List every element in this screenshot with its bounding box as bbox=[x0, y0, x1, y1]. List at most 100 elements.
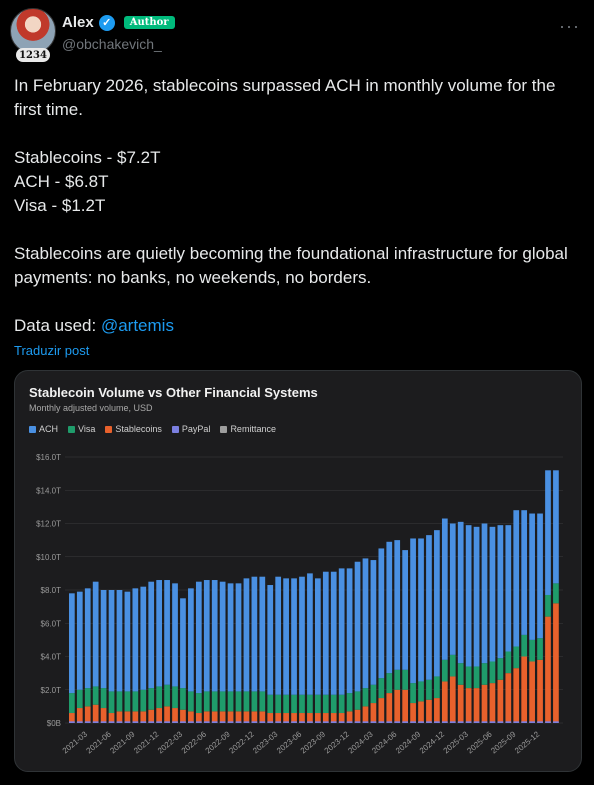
bar-ach bbox=[243, 578, 250, 692]
chart-card[interactable]: Stablecoin Volume vs Other Financial Sys… bbox=[14, 370, 582, 772]
bar-visa bbox=[426, 679, 432, 700]
bar-visa bbox=[378, 678, 385, 699]
bar-paypal bbox=[505, 721, 512, 723]
bar-paypal bbox=[124, 721, 131, 723]
bar-ach bbox=[529, 513, 535, 640]
bar-paypal bbox=[188, 721, 194, 723]
bar-visa bbox=[291, 694, 297, 714]
bar-visa bbox=[386, 673, 393, 694]
bar-visa bbox=[449, 654, 456, 677]
bar-stablecoins bbox=[307, 713, 313, 723]
legend-label: Remittance bbox=[230, 424, 276, 434]
x-tick-label: 2022-09 bbox=[204, 729, 233, 755]
bar-stablecoins bbox=[529, 661, 535, 723]
bar-ach bbox=[108, 590, 115, 692]
bar-paypal bbox=[267, 721, 274, 723]
bar-ach bbox=[116, 590, 123, 692]
author-handle[interactable]: @obchakevich_ bbox=[62, 36, 162, 52]
bar-stablecoins bbox=[315, 713, 321, 723]
legend-swatch bbox=[171, 425, 179, 433]
y-tick-label: $10.0T bbox=[36, 553, 61, 562]
bar-visa bbox=[362, 688, 369, 707]
bar-stablecoins bbox=[338, 713, 345, 723]
bar-stablecoins bbox=[251, 711, 258, 723]
bar-visa bbox=[132, 691, 139, 712]
bar-stablecoins bbox=[426, 699, 432, 723]
bar-ach bbox=[481, 523, 488, 664]
bar-paypal bbox=[283, 721, 289, 723]
more-options-icon[interactable]: ··· bbox=[559, 16, 580, 36]
author-name[interactable]: Alex bbox=[62, 14, 94, 31]
bar-stablecoins bbox=[243, 711, 250, 723]
bar-visa bbox=[164, 684, 170, 707]
bar-visa bbox=[465, 666, 472, 689]
bar-paypal bbox=[251, 721, 258, 723]
legend-item-remittance: Remittance bbox=[220, 424, 276, 434]
bar-visa bbox=[188, 691, 194, 712]
bar-ach bbox=[92, 581, 99, 687]
tweet-header: 1234 Alex ✓ Author @obchakevich_ ··· bbox=[10, 8, 584, 68]
bar-ach bbox=[275, 576, 282, 695]
bar-visa bbox=[148, 688, 155, 710]
bar-ach bbox=[521, 510, 528, 635]
tweet-paragraph: In February 2026, stablecoins surpassed … bbox=[14, 76, 556, 119]
bar-visa bbox=[108, 691, 115, 714]
bar-ach bbox=[291, 578, 297, 695]
bar-paypal bbox=[148, 721, 155, 723]
chart-title: Stablecoin Volume vs Other Financial Sys… bbox=[29, 385, 318, 400]
bar-stablecoins bbox=[219, 711, 226, 723]
legend-swatch bbox=[68, 425, 76, 433]
bar-stablecoins bbox=[235, 711, 242, 723]
bar-stablecoins bbox=[322, 713, 329, 723]
bar-paypal bbox=[140, 721, 147, 723]
mention-link[interactable]: @artemis bbox=[100, 316, 174, 335]
bar-paypal bbox=[180, 721, 186, 723]
bar-stablecoins bbox=[362, 706, 369, 723]
bar-ach bbox=[315, 578, 321, 695]
bar-ach bbox=[188, 588, 194, 692]
x-tick-label: 2022-12 bbox=[227, 729, 256, 755]
bar-paypal bbox=[529, 721, 535, 723]
bar-ach bbox=[164, 580, 170, 685]
bar-ach bbox=[227, 583, 234, 692]
bar-stablecoins bbox=[434, 698, 440, 723]
x-tick-label: 2025-12 bbox=[513, 729, 542, 755]
x-tick-label: 2024-03 bbox=[346, 729, 375, 755]
bar-ach bbox=[489, 526, 496, 662]
bar-stablecoins bbox=[124, 711, 131, 723]
bar-visa bbox=[529, 639, 535, 662]
bar-ach bbox=[418, 538, 424, 682]
avatar[interactable] bbox=[10, 8, 56, 54]
bar-ach bbox=[307, 573, 313, 695]
bar-stablecoins bbox=[481, 684, 488, 723]
bar-stablecoins bbox=[172, 708, 178, 723]
bar-visa bbox=[180, 688, 186, 710]
spacer bbox=[14, 218, 580, 242]
bar-paypal bbox=[100, 721, 107, 723]
bar-visa bbox=[156, 686, 163, 709]
bar-visa bbox=[100, 688, 107, 709]
bar-paypal bbox=[362, 721, 369, 723]
y-tick-label: $16.0T bbox=[36, 453, 61, 462]
y-tick-label: $12.0T bbox=[36, 520, 61, 529]
bar-ach bbox=[330, 571, 337, 695]
bar-stablecoins bbox=[203, 711, 210, 723]
bar-paypal bbox=[354, 721, 361, 723]
tweet-line: Visa - $1.2T bbox=[14, 196, 106, 215]
bar-ach bbox=[172, 583, 178, 687]
chart-subtitle: Monthly adjusted volume, USD bbox=[29, 403, 153, 413]
bar-stablecoins bbox=[76, 708, 83, 723]
bar-ach bbox=[251, 576, 258, 692]
bar-stablecoins bbox=[259, 711, 266, 723]
translate-link[interactable]: Traduzir post bbox=[14, 343, 90, 358]
bar-paypal bbox=[481, 721, 488, 723]
bar-stablecoins bbox=[449, 676, 456, 723]
bar-ach bbox=[378, 548, 385, 679]
bar-visa bbox=[457, 663, 464, 685]
legend-label: Visa bbox=[78, 424, 96, 434]
bar-stablecoins bbox=[283, 713, 289, 723]
bar-paypal bbox=[410, 721, 416, 723]
bar-stablecoins bbox=[378, 698, 385, 723]
bar-visa bbox=[441, 659, 448, 682]
bar-ach bbox=[69, 593, 75, 694]
